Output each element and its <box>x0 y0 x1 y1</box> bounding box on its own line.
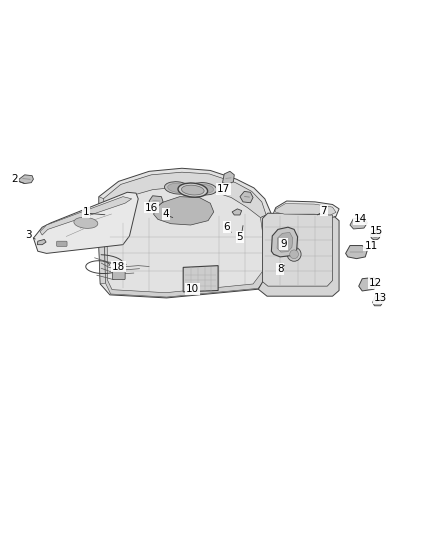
Text: 14: 14 <box>354 214 367 224</box>
Polygon shape <box>19 175 33 183</box>
Text: 18: 18 <box>112 262 125 271</box>
Text: 8: 8 <box>277 264 283 273</box>
Text: 1: 1 <box>82 207 89 217</box>
Text: 16: 16 <box>145 203 158 213</box>
Polygon shape <box>99 197 106 284</box>
Text: 15: 15 <box>370 225 383 236</box>
Polygon shape <box>105 206 271 297</box>
Polygon shape <box>272 201 339 220</box>
Ellipse shape <box>371 230 380 240</box>
FancyBboxPatch shape <box>57 241 67 246</box>
Polygon shape <box>263 213 332 286</box>
Ellipse shape <box>290 250 298 259</box>
Text: 11: 11 <box>364 240 378 251</box>
Ellipse shape <box>178 183 208 197</box>
Polygon shape <box>359 277 377 291</box>
Polygon shape <box>232 209 242 215</box>
FancyBboxPatch shape <box>113 271 125 280</box>
Polygon shape <box>149 196 163 206</box>
Ellipse shape <box>373 232 378 238</box>
Text: 3: 3 <box>25 230 32 240</box>
Polygon shape <box>99 168 274 298</box>
Polygon shape <box>183 265 218 292</box>
Ellipse shape <box>164 182 191 194</box>
Polygon shape <box>277 232 293 252</box>
Text: 7: 7 <box>321 206 327 216</box>
Text: 4: 4 <box>162 209 169 219</box>
Ellipse shape <box>191 183 217 195</box>
Ellipse shape <box>168 183 187 192</box>
Text: 13: 13 <box>374 293 387 303</box>
Text: 6: 6 <box>223 222 230 232</box>
Polygon shape <box>373 295 384 306</box>
Polygon shape <box>37 239 46 245</box>
Ellipse shape <box>74 217 98 228</box>
Polygon shape <box>272 227 297 257</box>
Text: 12: 12 <box>369 278 382 288</box>
Polygon shape <box>275 204 336 215</box>
Polygon shape <box>223 171 234 184</box>
Polygon shape <box>103 172 266 217</box>
Polygon shape <box>33 192 138 253</box>
Polygon shape <box>258 213 339 296</box>
Ellipse shape <box>194 184 213 193</box>
Polygon shape <box>40 197 132 235</box>
Polygon shape <box>240 191 253 203</box>
Text: 2: 2 <box>11 174 18 184</box>
Ellipse shape <box>287 247 301 261</box>
Text: 5: 5 <box>237 232 243 242</box>
Text: 17: 17 <box>217 184 230 194</box>
Polygon shape <box>153 197 214 225</box>
Ellipse shape <box>181 185 204 195</box>
Polygon shape <box>346 246 367 259</box>
Text: 10: 10 <box>186 284 199 294</box>
Text: 9: 9 <box>280 239 287 249</box>
Polygon shape <box>350 217 367 229</box>
